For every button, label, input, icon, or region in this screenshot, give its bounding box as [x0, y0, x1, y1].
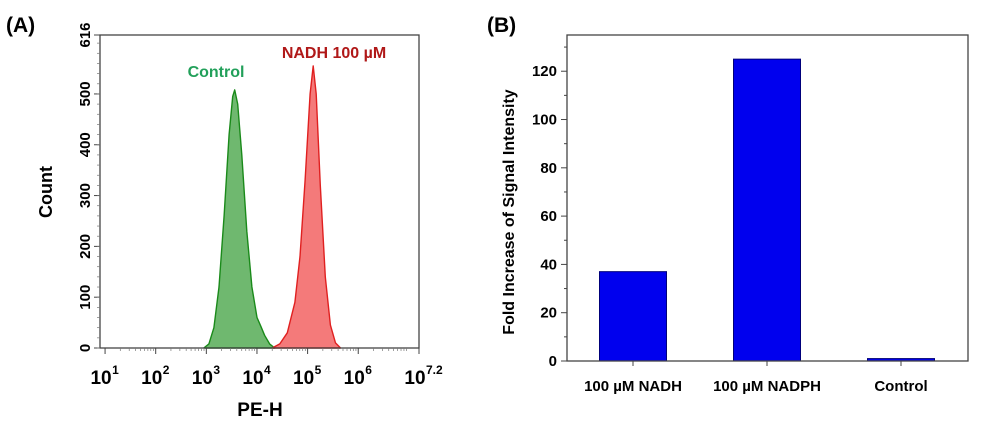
x-tick-exponent: 4	[264, 363, 271, 377]
x-tick-label: 10	[242, 368, 263, 389]
y-tick-label: 120	[532, 63, 557, 80]
y-tick-label: 100	[532, 112, 557, 129]
x-tick-label: 10	[293, 368, 314, 389]
y-tick-label: 616	[77, 22, 94, 47]
x-tick-exponent: 7.2	[426, 363, 443, 377]
x-tick-exponent: 1	[112, 363, 119, 377]
y-tick-label: 80	[540, 160, 557, 177]
x-tick-label: 100 µM NADH	[584, 378, 682, 395]
y-tick-label: 20	[540, 305, 557, 322]
plot-frame	[99, 34, 420, 349]
histogram-series-1	[271, 65, 342, 349]
bar-0	[599, 271, 667, 362]
y-axis-label: Fold Increase of Signal Intensity	[501, 89, 518, 334]
bar-panel: (B) Fold Increase of Signal Intensity 10…	[487, 14, 969, 395]
x-tick-exponent: 2	[163, 363, 170, 377]
y-tick-label: 300	[77, 183, 94, 208]
panel-label-b: (B)	[487, 14, 516, 37]
y-tick-label: 0	[77, 344, 94, 352]
y-tick-label: 0	[549, 353, 557, 370]
x-tick-label: 10	[192, 368, 213, 389]
x-tick-label: 100 µM NADPH	[713, 378, 821, 395]
series-label-nadh: NADH 100 µM	[282, 45, 386, 62]
y-tick-label: 60	[540, 208, 557, 225]
x-tick-label: Control	[874, 378, 927, 395]
y-tick-label: 100	[77, 285, 94, 310]
x-tick-label: 10	[344, 368, 365, 389]
x-tick-exponent: 6	[365, 363, 372, 377]
x-tick-label: 10	[90, 368, 111, 389]
series-label-control: Control	[188, 64, 245, 81]
histogram-series-0	[203, 89, 276, 349]
bar-1	[733, 58, 801, 362]
y-tick-label: 400	[77, 132, 94, 157]
x-axis-label: PE-H	[237, 400, 282, 421]
panel-label-a: (A)	[6, 14, 35, 37]
x-tick-label: 10	[404, 368, 425, 389]
x-tick-exponent: 5	[315, 363, 322, 377]
y-tick-label: 200	[77, 234, 94, 259]
y-tick-label: 500	[77, 81, 94, 106]
x-tick-label: 10	[141, 368, 162, 389]
x-tick-exponent: 3	[213, 363, 220, 377]
y-tick-label: 40	[540, 256, 557, 273]
y-axis-label: Count	[36, 166, 56, 218]
